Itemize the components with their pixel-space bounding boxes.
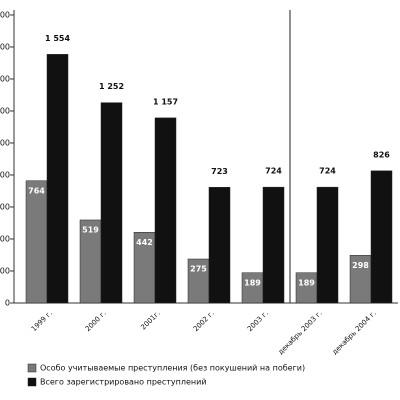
x-label-group: 1999 г.	[30, 309, 54, 333]
value-label: 298	[352, 261, 369, 270]
bar	[25, 180, 48, 304]
y-tick-label: 1000	[0, 139, 10, 148]
x-tick-label: 2003 г.	[246, 309, 270, 333]
y-tick-label: 400	[0, 235, 10, 244]
value-label: 189	[298, 278, 315, 287]
bar	[316, 186, 339, 304]
y-tick-label: 800	[0, 171, 10, 180]
x-tick-label: декабрь 2004 г.	[331, 309, 378, 356]
y-tick-label: 1200	[0, 107, 10, 116]
legend-swatch	[27, 363, 37, 373]
x-label-group: 2003 г.	[246, 309, 270, 333]
value-label: 764	[28, 186, 45, 195]
value-label: 723	[211, 167, 228, 176]
bar	[262, 186, 285, 304]
x-label-group: 2001г.	[139, 309, 161, 331]
bar	[154, 117, 177, 304]
value-label: 442	[136, 238, 153, 247]
value-label: 189	[244, 278, 261, 287]
value-label: 826	[373, 150, 390, 159]
legend-label: Особо учитываемые преступления (без поку…	[40, 364, 305, 373]
bar	[370, 170, 393, 304]
value-label: 724	[319, 167, 336, 176]
y-tick-label: 0	[5, 299, 10, 308]
x-tick-label: 1999 г.	[30, 309, 54, 333]
x-tick-label: 2000 г.	[84, 309, 108, 333]
x-tick-label: 2001г.	[139, 309, 161, 331]
y-tick-label: 1600	[0, 43, 10, 52]
y-tick-label: 600	[0, 203, 10, 212]
bar	[46, 54, 69, 304]
value-label: 724	[265, 167, 282, 176]
bar	[208, 187, 231, 304]
value-label: 1 157	[153, 97, 178, 106]
x-label-group: декабрь 2004 г.	[331, 309, 378, 356]
x-label-group: декабрь 2003 г.	[277, 309, 324, 356]
y-tick-label: 1400	[0, 75, 10, 84]
y-tick-label: 1800	[0, 11, 10, 20]
value-label: 1 252	[99, 82, 124, 91]
x-tick-label: 2002 г.	[192, 309, 216, 333]
y-tick-label: 200	[0, 267, 10, 276]
x-label-group: 2000 г.	[84, 309, 108, 333]
legend-label: Всего зарегистрировано преступлений	[40, 378, 207, 387]
legend-swatch	[27, 377, 37, 387]
value-label: 519	[82, 225, 99, 234]
value-label: 1 554	[45, 34, 70, 43]
x-label-group: 2002 г.	[192, 309, 216, 333]
x-tick-label: декабрь 2003 г.	[277, 309, 324, 356]
bar	[100, 102, 123, 304]
value-label: 275	[190, 265, 207, 274]
